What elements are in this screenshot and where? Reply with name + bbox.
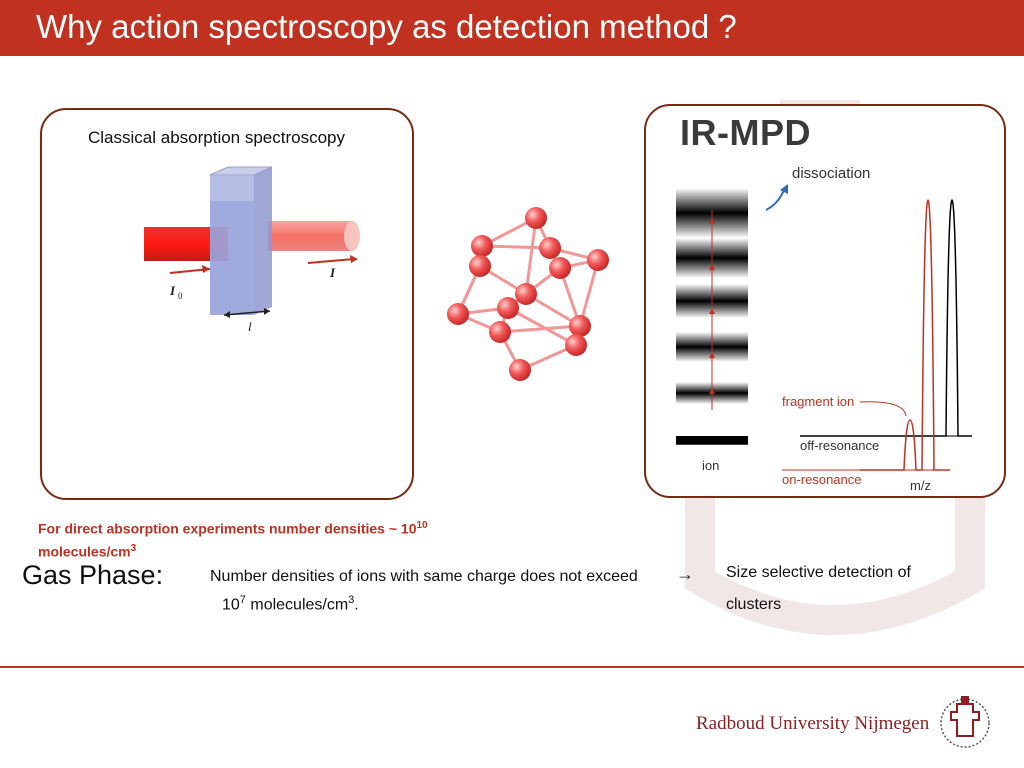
cluster-molecule-image [447, 207, 609, 381]
university-logo-icon [940, 696, 990, 748]
slide-title: Why action spectroscopy as detection met… [36, 8, 737, 45]
gas-phase-heading: Gas Phase: [22, 560, 164, 590]
sample-cuvette [209, 166, 273, 315]
absorption-label: Classical absorption spectroscopy [88, 128, 346, 147]
ion-label: ion [702, 458, 719, 473]
irmpd-diagram: dissociation ion fragment ion off-resona… [676, 165, 972, 493]
l-symbol: l [248, 319, 252, 334]
university-name: Radboud University Nijmegen [696, 713, 930, 734]
off-resonance-label: off-resonance [800, 438, 879, 453]
footer-divider [0, 666, 1024, 668]
irmpd-title: IR-MPD [680, 112, 811, 153]
ion-density-line2: 107 molecules/cm3. [222, 594, 359, 614]
i0-symbol: I [169, 283, 176, 298]
title-bar: Why action spectroscopy as detection met… [0, 0, 1024, 56]
dissociation-label: dissociation [792, 165, 870, 182]
fragment-ion-label: fragment ion [782, 394, 854, 409]
ion-density-line1: Number densities of ions with same charg… [210, 568, 638, 585]
size-selective-line1: Size selective detection of [726, 564, 911, 581]
on-resonance-label: on-resonance [782, 472, 862, 487]
i0-subscript: 0 [178, 291, 183, 301]
size-selective-line2: clusters [726, 596, 782, 613]
i-symbol: I [329, 265, 336, 280]
transmitted-beam [268, 221, 352, 251]
mz-label: m/z [910, 478, 931, 493]
implies-arrow-icon: → [676, 564, 694, 584]
absorption-diagram: I 0 I l [144, 166, 360, 334]
absorption-density-note: For direct absorption experiments number… [38, 520, 428, 560]
